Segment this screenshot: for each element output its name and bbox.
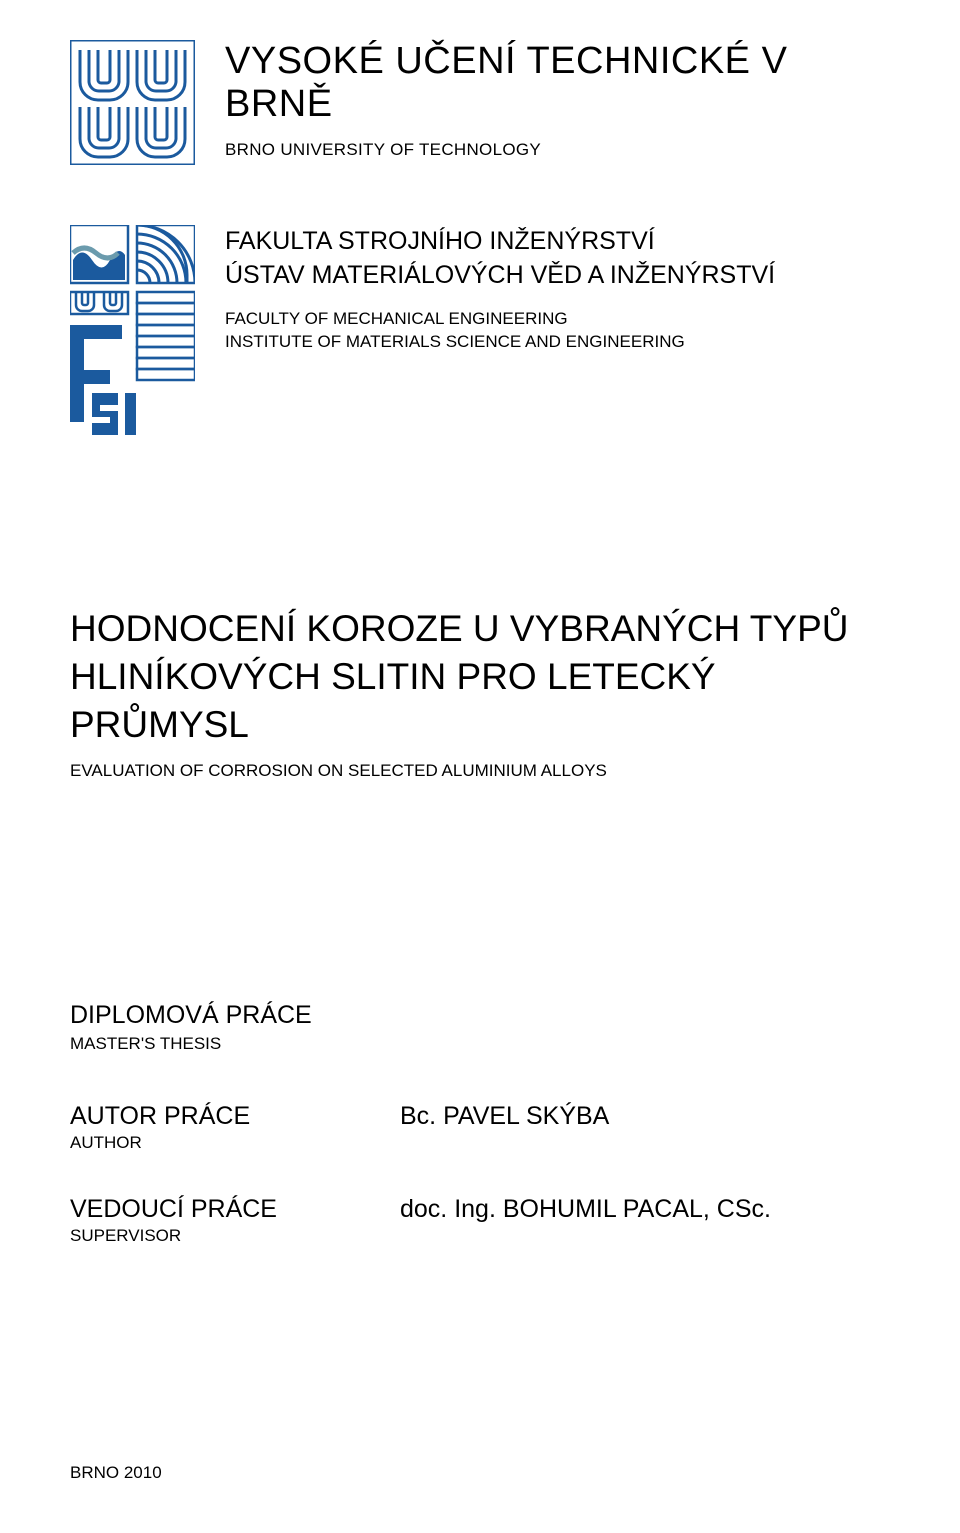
faculty-logo (70, 225, 195, 455)
supervisor-label-column: VEDOUCÍ PRÁCE SUPERVISOR (70, 1195, 400, 1246)
faculty-subtitle-line2: INSTITUTE OF MATERIALS SCIENCE AND ENGIN… (225, 330, 775, 354)
university-logo-column (70, 40, 195, 165)
thesis-title-line1: HODNOCENÍ KOROZE U VYBRANÝCH TYPŮ (70, 605, 890, 653)
thesis-subtitle: EVALUATION OF CORROSION ON SELECTED ALUM… (70, 761, 890, 781)
faculty-header: FAKULTA STROJNÍHO INŽENÝRSTVÍ ÚSTAV MATE… (70, 225, 890, 455)
faculty-subtitle-line1: FACULTY OF MECHANICAL ENGINEERING (225, 307, 775, 331)
author-name: Bc. PAVEL SKÝBA (400, 1102, 609, 1153)
university-subtitle: BRNO UNIVERSITY OF TECHNOLOGY (225, 140, 890, 160)
faculty-title: FAKULTA STROJNÍHO INŽENÝRSTVÍ ÚSTAV MATE… (225, 225, 775, 293)
author-label-column: AUTOR PRÁCE AUTHOR (70, 1102, 400, 1153)
faculty-logo-column (70, 225, 195, 455)
faculty-subtitle: FACULTY OF MECHANICAL ENGINEERING INSTIT… (225, 307, 775, 355)
faculty-title-line1: FAKULTA STROJNÍHO INŽENÝRSTVÍ (225, 225, 775, 259)
author-label: AUTOR PRÁCE (70, 1102, 400, 1131)
author-label-en: AUTHOR (70, 1133, 400, 1153)
work-type: DIPLOMOVÁ PRÁCE (70, 1001, 890, 1030)
thesis-title-line2: HLINÍKOVÝCH SLITIN PRO LETECKÝ PRŮMYSL (70, 653, 890, 749)
work-type-en: MASTER'S THESIS (70, 1034, 890, 1054)
thesis-title: HODNOCENÍ KOROZE U VYBRANÝCH TYPŮ HLINÍK… (70, 605, 890, 749)
supervisor-label: VEDOUCÍ PRÁCE (70, 1195, 400, 1224)
supervisor-name: doc. Ing. BOHUMIL PACAL, CSc. (400, 1195, 771, 1246)
supervisor-label-en: SUPERVISOR (70, 1226, 400, 1246)
supervisor-row: VEDOUCÍ PRÁCE SUPERVISOR doc. Ing. BOHUM… (70, 1195, 890, 1246)
university-title: VYSOKÉ UČENÍ TECHNICKÉ V BRNĚ (225, 40, 890, 126)
footer: BRNO 2010 (70, 1463, 162, 1483)
university-header: VYSOKÉ UČENÍ TECHNICKÉ V BRNĚ BRNO UNIVE… (70, 40, 890, 165)
university-text-block: VYSOKÉ UČENÍ TECHNICKÉ V BRNĚ BRNO UNIVE… (225, 40, 890, 165)
faculty-text-block: FAKULTA STROJNÍHO INŽENÝRSTVÍ ÚSTAV MATE… (225, 225, 775, 455)
faculty-title-line2: ÚSTAV MATERIÁLOVÝCH VĚD A INŽENÝRSTVÍ (225, 259, 775, 293)
vut-logo (70, 40, 195, 165)
author-row: AUTOR PRÁCE AUTHOR Bc. PAVEL SKÝBA (70, 1102, 890, 1153)
